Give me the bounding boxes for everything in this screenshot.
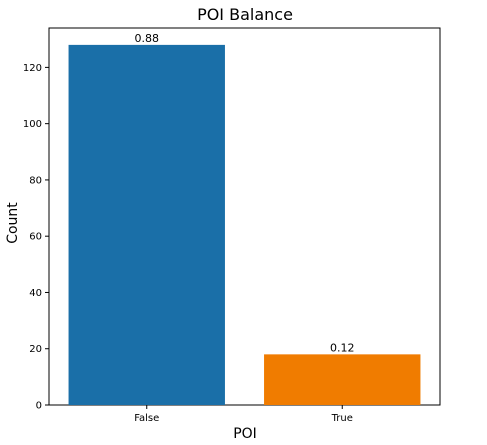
y-tick-label: 80 <box>29 175 42 186</box>
bar-true <box>264 354 420 405</box>
bar-false <box>69 45 225 405</box>
x-tick-label: False <box>134 413 159 424</box>
x-axis-label: POI <box>233 426 257 442</box>
x-axis: False True <box>134 405 353 424</box>
y-tick-label: 40 <box>29 288 42 299</box>
chart-title: POI Balance <box>197 5 293 24</box>
y-tick-label: 20 <box>29 344 42 355</box>
y-tick-label: 100 <box>23 119 42 130</box>
y-tick-label: 60 <box>29 232 42 243</box>
y-axis-label: Count <box>5 202 21 244</box>
bar-data-label: 0.12 <box>330 341 355 354</box>
y-tick-label: 0 <box>36 401 42 412</box>
bars-group <box>69 45 421 405</box>
y-tick-label: 120 <box>23 63 42 74</box>
x-tick-label: True <box>331 413 353 424</box>
bar-data-label: 0.88 <box>135 32 160 45</box>
y-axis: 0 20 40 60 80 100 120 <box>23 63 49 412</box>
